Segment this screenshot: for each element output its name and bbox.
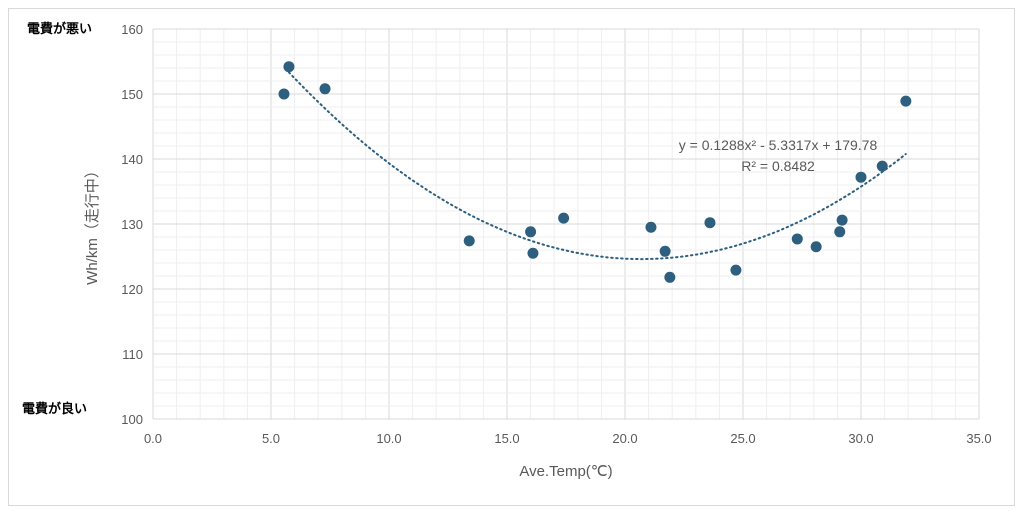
y-tick-label: 110: [122, 347, 143, 362]
data-point: [463, 235, 475, 247]
data-point: [558, 212, 570, 224]
x-tick-label: 20.0: [612, 431, 637, 446]
data-point: [525, 226, 537, 238]
y-tick-label: 150: [121, 87, 143, 102]
data-point: [664, 271, 676, 283]
trendline-r2: R² = 0.8482: [741, 158, 815, 174]
data-point: [283, 61, 295, 73]
data-point: [791, 233, 803, 245]
x-tick-label: 30.0: [848, 431, 873, 446]
data-point: [855, 171, 867, 183]
x-tick-label: 25.0: [730, 431, 755, 446]
chart-frame: [8, 8, 1015, 506]
y-tick-label: 140: [121, 152, 143, 167]
y-tick-label: 130: [121, 217, 143, 232]
data-point: [659, 245, 671, 257]
data-point: [319, 83, 331, 95]
x-tick-label: 0.0: [144, 431, 162, 446]
data-point: [278, 88, 290, 100]
data-point: [645, 221, 657, 233]
x-tick-label: 10.0: [376, 431, 401, 446]
data-point: [876, 160, 888, 172]
x-axis-label: Ave.Temp(℃): [519, 463, 612, 480]
trendline-equation: y = 0.1288x² - 5.3317x + 179.78: [679, 137, 878, 153]
x-tick-label: 35.0: [966, 431, 991, 446]
data-point: [900, 95, 912, 107]
annotation-good-efficiency: 電費が良い: [22, 401, 87, 416]
x-tick-label: 5.0: [262, 431, 280, 446]
annotation-bad-efficiency: 電費が悪い: [27, 21, 92, 36]
data-point: [730, 264, 742, 276]
trendline: [287, 71, 907, 261]
data-point: [834, 226, 846, 238]
data-point: [704, 217, 716, 229]
y-tick-label: 100: [121, 412, 143, 427]
x-tick-label: 15.0: [494, 431, 519, 446]
y-tick-label: 160: [121, 22, 143, 37]
y-axis-label: Wh/km（走行中）: [84, 163, 101, 285]
data-point: [527, 247, 539, 259]
data-point: [836, 214, 848, 226]
y-tick-label: 120: [121, 282, 143, 297]
data-point: [810, 241, 822, 253]
